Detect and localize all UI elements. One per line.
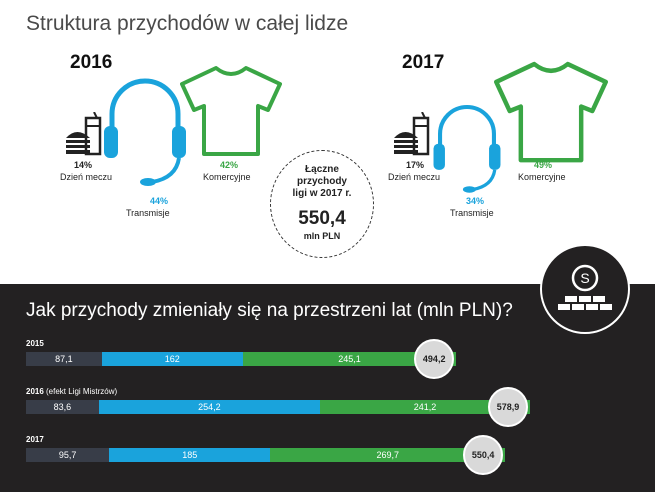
bar-category-label: 2017 <box>26 435 44 444</box>
transmission-label: Transmisje <box>126 208 170 218</box>
match-day-bar: 95,7 <box>26 448 110 462</box>
tshirt-icon <box>494 61 608 163</box>
revenue-structure-section: Struktura przychodów w całej lidze 2016 … <box>26 12 608 258</box>
total-value: 550,4 <box>298 208 346 229</box>
headset-icon <box>433 104 501 193</box>
transmission-bar: 254,2 <box>98 400 321 414</box>
bar-category-year: 2017 <box>26 435 44 444</box>
money-wall-icon: S <box>558 264 612 310</box>
commercial-pct: 42% <box>220 160 239 170</box>
commercial-bar: 245,1 <box>242 352 457 366</box>
match-pct: 14% <box>74 160 93 170</box>
transmission-pct: 34% <box>466 196 485 206</box>
bar-total-badge: 550,4 <box>463 435 504 475</box>
bar-category-year: 2015 <box>26 339 44 348</box>
match-day-bar: 83,6 <box>26 400 99 414</box>
commercial-pct: 49% <box>534 160 553 170</box>
svg-text:S: S <box>580 270 589 286</box>
match-label: Dzień meczu <box>388 172 441 182</box>
burger-drink-icon <box>394 112 430 156</box>
year-2016-label: 2016 <box>70 52 113 73</box>
headset-icon <box>104 78 186 186</box>
revenue-history-section: Jak przychody zmieniały się na przestrze… <box>0 284 655 492</box>
commercial-label: Komercyjne <box>518 172 566 182</box>
page-title: Struktura przychodów w całej lidze <box>26 12 349 35</box>
commercial-bar: 241,2 <box>320 400 530 414</box>
tshirt-icon <box>180 66 282 156</box>
transmission-bar: 162 <box>101 352 243 366</box>
match-label: Dzień meczu <box>60 172 113 182</box>
bar-category-year: 2016 <box>26 387 44 396</box>
match-pct: 17% <box>406 160 425 170</box>
match-day-bar: 87,1 <box>26 352 102 366</box>
total-label: Łączne przychody ligi w 2017 r. <box>292 164 352 199</box>
bar-category-label: 2016 (efekt Ligi Mistrzów) <box>26 387 117 396</box>
transmission-pct: 44% <box>150 196 169 206</box>
transmission-label: Transmisje <box>450 208 494 218</box>
total-unit: mln PLN <box>303 231 341 241</box>
bar-total-badge: 494,2 <box>414 339 455 379</box>
year-2017-label: 2017 <box>402 52 445 73</box>
burger-drink-icon <box>66 112 102 156</box>
bar-category-note: (efekt Ligi Mistrzów) <box>43 387 118 396</box>
commercial-label: Komercyjne <box>203 172 251 182</box>
total-revenue-badge: Łączne przychody ligi w 2017 r. 550,4 ml… <box>270 150 374 258</box>
transmission-bar: 185 <box>109 448 271 462</box>
bars-title: Jak przychody zmieniały się na przestrze… <box>26 300 513 321</box>
bar-category-label: 2015 <box>26 339 44 348</box>
bar-total-badge: 578,9 <box>488 387 529 427</box>
money-wall-badge: S <box>540 244 630 334</box>
commercial-bar: 269,7 <box>270 448 506 462</box>
